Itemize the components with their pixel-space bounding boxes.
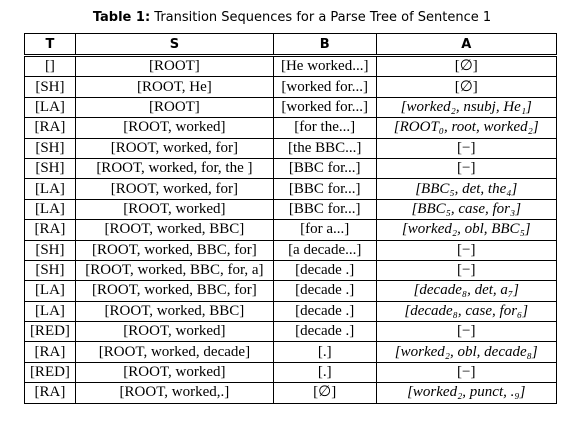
cell-t: [RA] xyxy=(24,382,76,404)
cell-t: [SH] xyxy=(24,137,76,159)
cell-a: [BBC₅, det, the₄] xyxy=(375,178,557,200)
cell-t: [] xyxy=(24,53,76,78)
cell-b: [.] xyxy=(272,361,377,384)
table-row: [RA] [ROOT, worked,.] [∅] [worked₂, punct, … xyxy=(24,382,557,404)
cell-s: [ROOT, worked] xyxy=(74,117,274,139)
cell-b: [a decade...] xyxy=(272,239,377,261)
cell-t: [LA] xyxy=(24,280,76,302)
cell-s: [ROOT, worked] xyxy=(74,198,274,221)
table-row: [LA] [ROOT] [worked for...] [worked₂, nsubj… xyxy=(24,96,557,119)
cell-t: [LA] xyxy=(24,198,76,221)
cell-b: [for a...] xyxy=(272,219,377,241)
cell-t: [SH] xyxy=(24,157,76,180)
cell-b: [for the...] xyxy=(272,117,377,139)
cell-b: [BBC for...] xyxy=(272,157,377,180)
header-s: S xyxy=(74,33,274,56)
cell-t: [RED] xyxy=(24,321,76,343)
cell-s: [ROOT, worked, BBC, for] xyxy=(74,239,274,261)
table-row: [SH] [ROOT, worked, BBC, for] [a decade...… xyxy=(24,239,557,261)
table-row: [RA] [ROOT, worked, decade] [.] [worked₂, o… xyxy=(24,341,557,363)
cell-t: [RA] xyxy=(24,341,76,363)
table-body: [] [ROOT] [He worked...] [∅] [SH] [ROOT, He][… xyxy=(24,53,557,404)
cell-t: [LA] xyxy=(24,178,76,200)
table-row: [LA] [ROOT, worked, BBC, for] [decade .] [d… xyxy=(24,280,557,302)
cell-s: [ROOT, He] xyxy=(74,76,274,98)
cell-a: [worked₂, nsubj, He₁] xyxy=(375,96,557,119)
cell-s: [ROOT, worked,.] xyxy=(74,382,274,404)
cell-s: [ROOT] xyxy=(74,96,274,119)
header-a: A xyxy=(375,33,557,56)
table-row: [SH] [ROOT, He] [worked for...] [∅] xyxy=(24,76,557,98)
cell-t: [RA] xyxy=(24,219,76,241)
cell-b: [BBC for...] xyxy=(272,198,377,221)
cell-a: [ROOT₀, root, worked₂] xyxy=(375,117,557,139)
cell-b: [the BBC...] xyxy=(272,137,377,159)
cell-a: [worked₂, obl, BBC₅] xyxy=(375,219,557,241)
cell-a: [−] xyxy=(375,321,557,343)
cell-s: [ROOT, worked, for] xyxy=(74,137,274,159)
cell-a: [worked₂, punct, .₉] xyxy=(375,382,557,404)
table-row: [LA] [ROOT, worked, for] [BBC for...] [BBC₅… xyxy=(24,178,557,200)
cell-t: [RA] xyxy=(24,117,76,139)
cell-a: [−] xyxy=(375,239,557,261)
table-row: [] [ROOT] [He worked...] [∅] xyxy=(24,53,557,78)
cell-s: [ROOT, worked] xyxy=(74,361,274,384)
table-row: [RED] [ROOT, worked] [.] [−] xyxy=(24,361,557,384)
cell-s: [ROOT, worked, for, the ] xyxy=(74,157,274,180)
cell-t: [LA] xyxy=(24,96,76,119)
cell-a: [decade₈, det, a₇] xyxy=(375,280,557,302)
transition-table: T S B A [] [ROOT] [He worked...] [∅] [SH] [RO… xyxy=(24,33,557,404)
table-row: [LA] [ROOT, worked, BBC] [decade .] [decade… xyxy=(24,300,557,323)
cell-b: [∅] xyxy=(272,382,377,404)
cell-a: [worked₂, obl, decade₈] xyxy=(375,341,557,363)
cell-b: [decade .] xyxy=(272,280,377,302)
table-row: [SH] [ROOT, worked, for] [the BBC...] [−] xyxy=(24,137,557,159)
cell-a: [BBC₅, case, for₃] xyxy=(375,198,557,221)
cell-s: [ROOT, worked, BBC, for, a] xyxy=(74,259,274,282)
table-header-row: T S B A xyxy=(24,33,557,56)
cell-s: [ROOT, worked, BBC] xyxy=(74,300,274,323)
caption-text: Transition Sequences for a Parse Tree of… xyxy=(154,10,492,25)
caption-label: Table 1: xyxy=(92,10,151,25)
header-b: B xyxy=(272,33,377,56)
table-row: [SH] [ROOT, worked, for, the ] [BBC for...… xyxy=(24,157,557,180)
cell-a: [decade₈, case, for₆] xyxy=(375,300,557,323)
cell-t: [SH] xyxy=(24,259,76,282)
table-row: [RED] [ROOT, worked] [decade .] [−] xyxy=(24,321,557,343)
table-row: [LA] [ROOT, worked] [BBC for...] [BBC₅, cas… xyxy=(24,198,557,221)
cell-t: [SH] xyxy=(24,76,76,98)
cell-b: [BBC for...] xyxy=(272,178,377,200)
cell-s: [ROOT, worked, for] xyxy=(74,178,274,200)
cell-t: [LA] xyxy=(24,300,76,323)
cell-a: [−] xyxy=(375,157,557,180)
cell-t: [RED] xyxy=(24,361,76,384)
table-row: [SH] [ROOT, worked, BBC, for, a] [decade .… xyxy=(24,259,557,282)
cell-a: [∅] xyxy=(375,53,557,78)
cell-b: [worked for...] xyxy=(272,96,377,119)
header-t: T xyxy=(24,33,76,56)
cell-s: [ROOT, worked] xyxy=(74,321,274,343)
table-row: [RA] [ROOT, worked, BBC] [for a...] [worked… xyxy=(24,219,557,241)
cell-s: [ROOT] xyxy=(74,53,274,78)
cell-a: [−] xyxy=(375,137,557,159)
cell-s: [ROOT, worked, BBC] xyxy=(74,219,274,241)
cell-s: [ROOT, worked, decade] xyxy=(74,341,274,363)
cell-a: [∅] xyxy=(375,76,557,98)
cell-b: [.] xyxy=(272,341,377,363)
table-row: [RA] [ROOT, worked] [for the...] [ROOT₀, ro… xyxy=(24,117,557,139)
cell-s: [ROOT, worked, BBC, for] xyxy=(74,280,274,302)
cell-t: [SH] xyxy=(24,239,76,261)
cell-b: [He worked...] xyxy=(272,53,377,78)
cell-b: [decade .] xyxy=(272,321,377,343)
table-caption: Table 1: Transition Sequences for a Pars… xyxy=(0,10,584,25)
cell-b: [decade .] xyxy=(272,259,377,282)
cell-b: [decade .] xyxy=(272,300,377,323)
cell-a: [−] xyxy=(375,259,557,282)
cell-a: [−] xyxy=(375,361,557,384)
cell-b: [worked for...] xyxy=(272,76,377,98)
